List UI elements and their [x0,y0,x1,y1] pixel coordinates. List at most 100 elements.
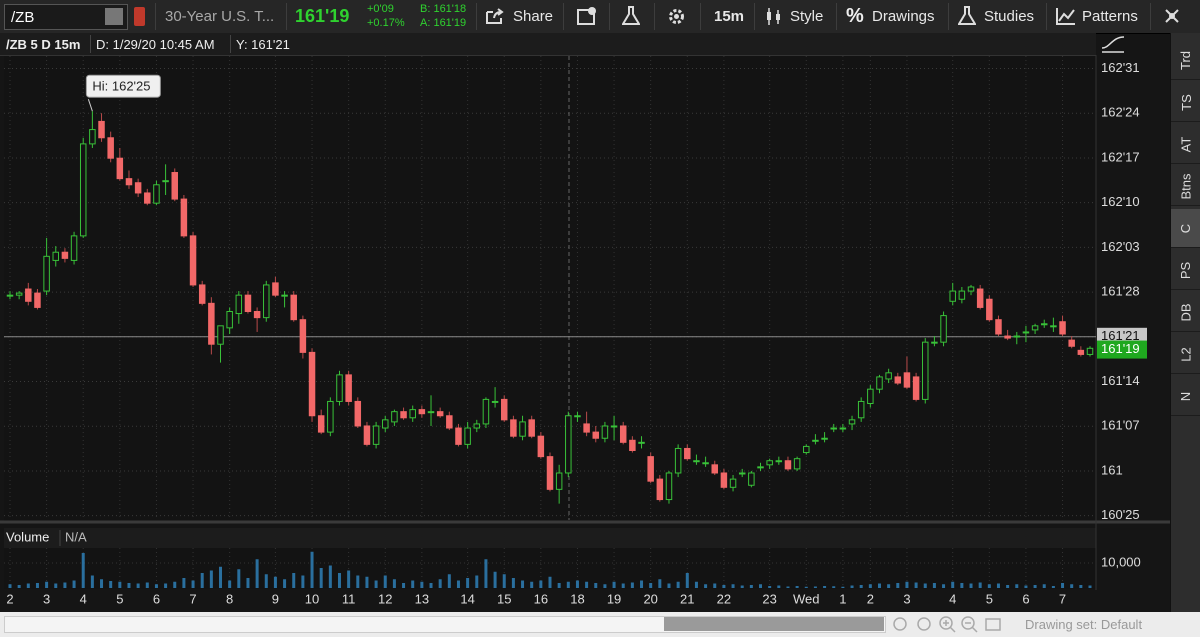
side-tab[interactable]: AT [1171,125,1200,164]
candle-body [931,341,938,344]
volume-bar [1033,585,1037,588]
volume-bar [100,579,104,588]
separator [230,35,231,53]
volume-bar [337,573,341,588]
side-tab[interactable]: Trd [1171,41,1200,80]
volume-bar [676,581,680,588]
candle-body [775,460,783,463]
candle-body [226,311,233,329]
candle-body [702,462,709,465]
volume-bar [1079,585,1083,588]
side-tab[interactable]: C [1171,209,1200,248]
candle-body [308,351,316,417]
volume-bar [658,579,662,588]
candle-body [1004,335,1011,339]
volume-bar [951,581,955,588]
notes-icon[interactable] [577,7,597,25]
side-tab[interactable]: N [1171,377,1200,416]
drawing-set[interactable]: Drawing set: Default [1025,617,1143,632]
candle-body [171,172,178,200]
volume-bar [640,580,644,588]
candle-body [436,411,444,417]
volume-bar [429,583,433,588]
candle-body [839,427,847,430]
side-tab[interactable]: TS [1171,83,1200,122]
volume-bar [850,585,854,588]
last-price-label: 161'21 [1101,328,1140,343]
candle-body [427,411,435,414]
volume-bar [612,581,616,588]
volume-bar [209,570,213,588]
drawings-button[interactable]: Drawings [872,8,935,25]
x-tick-label: 11 [342,591,356,606]
side-tab[interactable]: PS [1171,251,1200,290]
side-tab[interactable]: Btns [1171,167,1200,206]
candle-body [500,398,508,421]
x-tick-label: 8 [226,591,233,606]
volume-bar [823,586,827,588]
candle-body [986,298,993,321]
side-tab[interactable]: L2 [1171,335,1200,374]
x-tick-label: Wed [793,591,820,606]
candle-body [198,284,206,304]
share-button[interactable]: Share [513,8,554,25]
scrollbar-thumb[interactable] [664,617,884,631]
percent-change: +0.17% [367,17,405,29]
volume-bar [777,585,781,588]
interval-button[interactable]: 15m [714,8,745,25]
candle-body [857,400,865,419]
share-icon[interactable] [486,8,504,24]
volume-bar [539,580,543,588]
style-icon[interactable] [765,7,783,26]
patterns-button[interactable]: Patterns [1082,8,1138,25]
settings-menu-icon[interactable] [1160,6,1184,26]
volume-bar [969,583,973,588]
volume-bar [887,584,891,588]
x-tick-label: 6 [1022,591,1029,606]
studies-button[interactable]: Studies [984,8,1035,25]
x-tick-label: 1 [839,591,846,606]
volume-bar [17,585,21,588]
link-icon[interactable] [134,7,145,26]
candle-body [336,374,343,402]
candle-body [793,458,801,470]
x-tick-label: 2 [867,591,874,606]
volume-bar [575,580,579,588]
candle-body [803,445,810,454]
volume-bar [237,569,241,588]
settings-icon[interactable] [667,7,686,26]
drawings-icon[interactable]: % [846,5,864,27]
volume-bar [319,568,323,588]
flask-icon[interactable] [622,6,640,26]
volume-bar [877,583,881,588]
studies-icon[interactable] [958,6,976,26]
candle-body [491,400,499,403]
candle-body [867,388,874,404]
side-tab-label: Btns [1178,172,1194,200]
candle-body [400,411,407,419]
volume-bar [72,580,76,588]
chart-mode-icon[interactable] [1100,34,1126,54]
candle-body [52,251,60,261]
patterns-icon[interactable] [1056,7,1076,25]
y-tick-label: 162'03 [1101,239,1140,254]
candle-body [34,292,41,308]
side-tab-label: C [1178,223,1194,233]
volume-bar [1024,585,1028,588]
candle-body [409,409,416,419]
x-tick-label: 19 [607,591,621,606]
volume-bar [255,559,259,588]
volume-bar [914,582,918,588]
style-button[interactable]: Style [790,8,824,25]
separator [90,35,91,53]
zoom-controls[interactable] [888,615,1008,634]
symbol-box[interactable]: /ZB [4,4,128,30]
candle-body [903,372,911,388]
volume-bar [54,583,58,588]
side-tab[interactable]: DB [1171,293,1200,332]
candle-body [711,464,718,474]
current-price-label: 161'19 [1101,341,1140,356]
dropdown-button[interactable] [105,8,123,25]
y-tick-label: 162'10 [1101,194,1140,209]
candle-body [1050,325,1057,328]
